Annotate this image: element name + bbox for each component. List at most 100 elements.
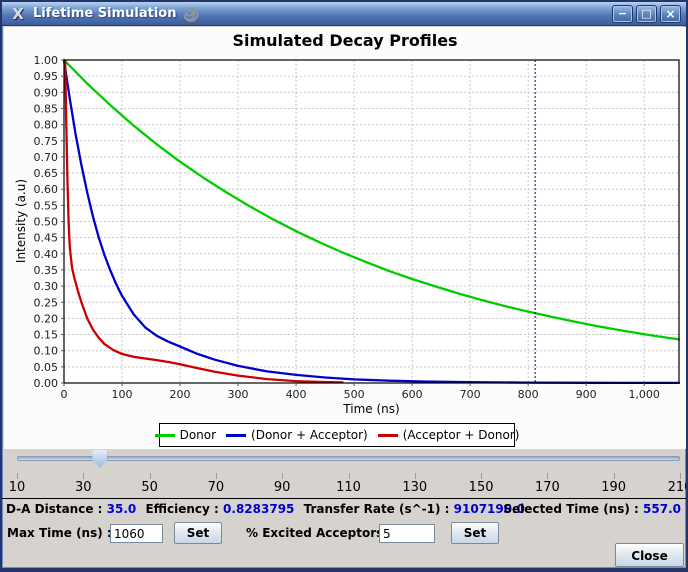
x-tick-label: 400: [286, 388, 307, 401]
y-tick-label: 0.75: [34, 135, 59, 148]
y-tick-label: 0.35: [34, 264, 59, 277]
donor-acceptor-line-swatch: [226, 433, 247, 437]
chart-legend: Donor (Donor + Acceptor) (Acceptor + Don…: [154, 423, 519, 447]
excited-acceptors-set-button[interactable]: Set: [451, 522, 499, 544]
slider-tick-mark: [547, 473, 549, 479]
y-tick-label: 1.00: [34, 54, 59, 67]
y-tick-label: 0.00: [34, 377, 59, 390]
slider-thumb[interactable]: [92, 450, 108, 468]
legend-label: (Donor + Acceptor): [251, 428, 368, 442]
max-time-set-button[interactable]: Set: [174, 522, 222, 544]
slider-tick-label: 10: [8, 480, 26, 495]
x-tick-label: 1,000: [628, 388, 660, 401]
legend-label: Donor: [179, 428, 217, 442]
slider-tick-label: 70: [207, 480, 225, 495]
legend-item-acceptor-donor: (Acceptor + Donor): [377, 428, 520, 442]
slider-tick-label: 110: [336, 480, 361, 495]
da-distance-label: D-A Distance :: [6, 502, 103, 516]
slider-tick-mark: [149, 473, 151, 479]
x-tick-label: 700: [460, 388, 481, 401]
transfer-rate-value: 9107190.0: [453, 502, 526, 516]
x-tick-label: 600: [402, 388, 423, 401]
excited-acceptors-input[interactable]: [379, 524, 435, 543]
acceptor-donor-line-swatch: [377, 433, 398, 437]
slider-tick-label: 130: [402, 480, 428, 495]
spiral-icon: [183, 6, 199, 22]
distance-slider[interactable]: 10 30 50 70 90 110 130 150 170 190 210: [9, 449, 686, 497]
y-tick-label: 0.80: [34, 119, 59, 132]
minimize-button[interactable]: −: [612, 5, 633, 23]
slider-tick-label: 30: [75, 480, 92, 495]
y-tick-label: 0.60: [34, 183, 59, 196]
legend-item-donor-acceptor: (Donor + Acceptor): [226, 428, 368, 442]
status-bar: D-A Distance : 35.0 Efficiency : 0.82837…: [2, 498, 686, 519]
series-curve-0: [62, 58, 681, 341]
slider-tick-mark: [83, 473, 85, 479]
legend-item-donor: Donor: [154, 428, 217, 442]
x-tick-label: 800: [518, 388, 539, 401]
y-tick-label: 0.55: [34, 199, 59, 212]
slider-tick-label: 90: [273, 480, 291, 495]
window-controls: − □ ×: [612, 5, 681, 23]
window-title: Lifetime Simulation: [33, 6, 177, 21]
y-tick-label: 0.90: [34, 86, 59, 99]
y-tick-label: 0.20: [34, 312, 59, 325]
slider-tick-mark: [282, 473, 284, 479]
slider-tick-mark: [680, 473, 681, 479]
slider-tick-mark: [348, 473, 350, 479]
maximize-button[interactable]: □: [636, 5, 657, 23]
x-tick-label: 300: [228, 388, 249, 401]
status-left: D-A Distance : 35.0 Efficiency : 0.82837…: [6, 499, 530, 519]
decay-chart[interactable]: 0 100 200 300 400 500 600 700 800 900 1,000 0.00 0.0…: [4, 27, 686, 449]
close-button[interactable]: Close: [615, 543, 684, 567]
chart-panel[interactable]: 0 100 200 300 400 500 600 700 800 900 1,000 0.00 0.0…: [4, 27, 686, 449]
x-tick-label: 200: [170, 388, 191, 401]
slider-tick-mark: [215, 473, 217, 479]
x-tick-label: 900: [576, 388, 597, 401]
slider-tick-label: 50: [141, 480, 158, 495]
status-right: Selected Time (ns) : 557.0: [503, 499, 681, 519]
y-tick-label: 0.15: [34, 329, 59, 342]
da-distance-value: 35.0: [106, 502, 137, 516]
y-axis-label: Intensity (a.u): [14, 178, 28, 264]
window-close-button[interactable]: ×: [660, 5, 681, 23]
x-tick-label: 100: [112, 388, 133, 401]
slider-tick-label: 190: [601, 480, 627, 495]
donor-line-swatch: [154, 433, 175, 437]
selected-time-value: 557.0: [643, 502, 681, 516]
series-curve-2: [62, 58, 344, 384]
selected-time-label: Selected Time (ns) :: [503, 502, 639, 516]
title-bar[interactable]: X Lifetime Simulation − □ ×: [2, 2, 686, 26]
bottom-controls: Max Time (ns) : Set % Excited Acceptors …: [2, 519, 686, 547]
y-tick-label: 0.10: [34, 345, 59, 358]
slider-tick-label: 150: [468, 480, 494, 495]
y-tick-label: 0.25: [34, 296, 59, 309]
max-time-label: Max Time (ns) :: [7, 526, 112, 540]
legend-label: (Acceptor + Donor): [402, 428, 520, 442]
transfer-rate-label: Transfer Rate (s^-1) :: [303, 502, 450, 516]
y-tick-label: 0.50: [34, 216, 59, 229]
y-tick-label: 0.05: [34, 361, 59, 374]
y-tick-label: 0.45: [34, 232, 59, 245]
y-tick-label: 0.30: [34, 280, 59, 293]
slider-tick-label: 170: [534, 480, 560, 495]
slider-tick-mark: [17, 473, 18, 479]
excited-acceptors-label: % Excited Acceptors :: [246, 526, 393, 540]
series-curve-1: [62, 58, 681, 385]
chart-title: Simulated Decay Profiles: [232, 31, 458, 50]
max-time-input[interactable]: [110, 524, 163, 543]
x-axis-label: Time (ns): [343, 402, 400, 416]
y-tick-label: 0.70: [34, 151, 59, 164]
efficiency-value: 0.8283795: [223, 502, 295, 516]
slider-tick-mark: [613, 473, 615, 479]
x-tick-label: 500: [344, 388, 365, 401]
app-icon: X: [12, 4, 24, 23]
slider-tick-label: 210: [667, 480, 686, 495]
slider-tick-mark: [414, 473, 416, 479]
x-tick-label: 0: [61, 388, 68, 401]
y-tick-label: 0.65: [34, 167, 59, 180]
y-tick-label: 0.85: [34, 102, 59, 115]
slider-tick-mark: [481, 473, 483, 479]
slider-track[interactable]: [17, 456, 680, 461]
